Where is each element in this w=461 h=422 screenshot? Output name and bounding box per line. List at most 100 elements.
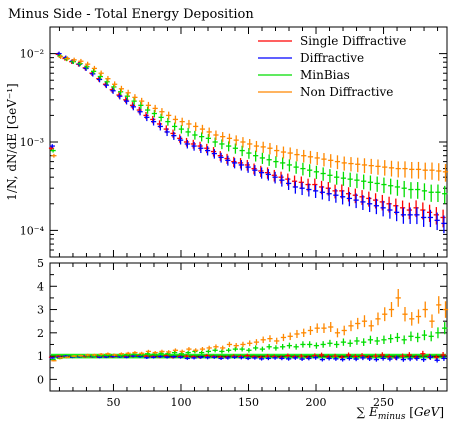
data-point — [198, 143, 204, 154]
data-point — [212, 348, 218, 353]
data-point — [77, 61, 83, 67]
data-point — [306, 183, 312, 197]
data-point — [186, 347, 192, 352]
data-point — [164, 128, 170, 137]
data-point — [436, 296, 442, 314]
data-point — [260, 141, 266, 153]
data-point — [381, 177, 387, 194]
data-point — [409, 162, 415, 179]
legend-item: Non Diffractive — [258, 85, 393, 99]
data-point — [219, 349, 225, 354]
data-point — [136, 106, 142, 114]
data-point — [402, 161, 408, 178]
data-point — [400, 357, 406, 362]
data-point — [287, 332, 293, 341]
data-point — [58, 357, 64, 359]
data-point — [313, 342, 320, 349]
data-point — [395, 289, 401, 307]
data-point — [300, 341, 306, 348]
data-point — [232, 143, 238, 154]
data-point — [348, 320, 354, 332]
data-point — [434, 358, 440, 363]
data-point — [421, 209, 427, 227]
ratio-y-tick-label: 2 — [37, 327, 44, 340]
legend-label: Single Diffractive — [300, 34, 406, 48]
data-point — [399, 353, 406, 359]
data-point — [294, 148, 300, 162]
y-axis-label: 1/N, dN/dE [GeV⁻¹] — [5, 83, 19, 200]
data-point — [441, 355, 447, 361]
data-point — [388, 334, 394, 344]
data-point — [231, 156, 237, 168]
data-point — [239, 145, 245, 157]
data-point — [253, 140, 260, 152]
data-point — [158, 113, 164, 122]
data-point — [381, 335, 387, 345]
data-point — [327, 339, 333, 347]
data-point — [183, 137, 190, 147]
data-point — [48, 146, 55, 151]
data-point — [58, 54, 64, 59]
data-point — [184, 139, 190, 149]
data-point — [348, 157, 354, 172]
data-point — [91, 353, 98, 357]
data-point — [346, 191, 352, 207]
data-point — [184, 357, 190, 360]
data-point — [131, 97, 137, 105]
data-point — [139, 97, 145, 105]
data-point — [259, 152, 266, 164]
data-point — [226, 348, 232, 353]
data-point — [415, 161, 422, 179]
data-point — [165, 117, 171, 126]
data-point — [394, 205, 400, 222]
data-point — [307, 164, 313, 178]
data-point — [224, 153, 230, 164]
data-point — [373, 198, 379, 215]
data-point — [225, 356, 231, 360]
data-point — [264, 167, 271, 179]
data-point — [124, 93, 130, 100]
data-point — [232, 346, 238, 352]
y-tick-label: 10⁻⁴ — [20, 224, 45, 237]
data-point — [206, 127, 212, 137]
data-point — [185, 127, 191, 137]
data-point — [145, 349, 152, 354]
data-point — [252, 165, 258, 177]
data-point — [301, 328, 307, 338]
data-point — [265, 356, 271, 361]
upper-plot-frame — [49, 26, 448, 258]
data-point — [334, 155, 341, 170]
data-point — [244, 353, 250, 358]
legend-label: MinBias — [300, 68, 350, 82]
data-point — [98, 352, 104, 356]
data-point — [420, 350, 426, 357]
data-point — [347, 339, 353, 347]
data-point — [414, 356, 420, 361]
data-point — [382, 160, 388, 176]
data-point — [226, 133, 233, 144]
data-point — [421, 357, 427, 362]
data-point — [118, 88, 124, 95]
data-point — [96, 76, 103, 83]
data-point — [220, 132, 226, 142]
data-point — [347, 172, 353, 187]
data-point — [388, 160, 395, 177]
data-point — [185, 350, 191, 355]
legend-label: Non Diffractive — [300, 85, 393, 99]
data-point — [71, 355, 77, 358]
data-point — [313, 184, 319, 198]
data-point — [407, 356, 413, 362]
data-point — [346, 356, 352, 361]
data-point — [253, 339, 260, 346]
data-point — [414, 207, 420, 225]
data-point — [354, 173, 360, 189]
data-point — [280, 333, 287, 342]
data-point — [246, 148, 252, 159]
data-point — [172, 348, 179, 353]
data-point — [341, 156, 347, 171]
data-point — [367, 196, 373, 213]
data-point — [341, 325, 347, 336]
data-point — [179, 349, 185, 354]
data-point — [421, 330, 428, 341]
data-point — [442, 301, 449, 318]
